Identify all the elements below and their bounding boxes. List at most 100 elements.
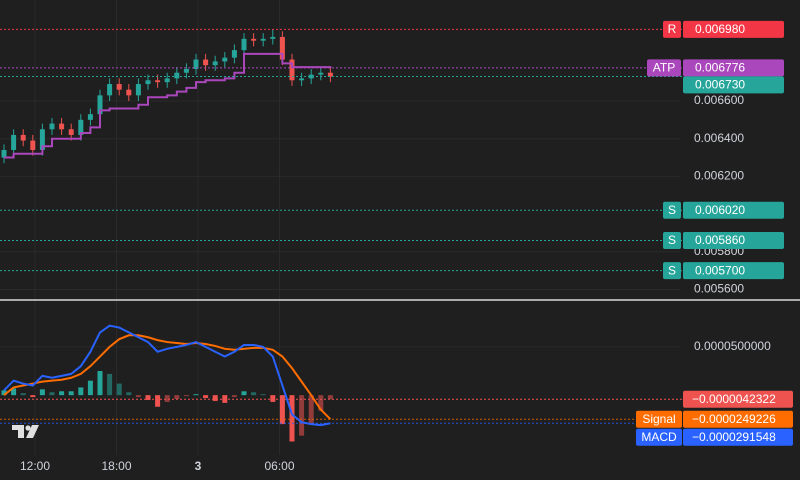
histogram-bar — [1, 390, 7, 396]
level-value: 0.005700 — [695, 263, 745, 277]
y-tick-label: 0.0000500000 — [694, 339, 771, 353]
candle-body — [87, 114, 93, 120]
level-tag-box — [663, 231, 681, 249]
level-value: 0.006730 — [695, 78, 745, 92]
histogram-bar — [241, 391, 247, 396]
candle-body — [222, 57, 228, 62]
histogram-bar — [164, 395, 170, 402]
level-value-box — [683, 201, 784, 219]
histogram-bar — [270, 395, 276, 402]
level-tag: R — [668, 22, 677, 36]
value-box — [683, 390, 793, 408]
candle-body — [97, 95, 103, 115]
histogram-bar — [20, 393, 26, 396]
level-value-box — [683, 20, 784, 38]
candle-body — [39, 129, 45, 150]
atp-line — [4, 52, 332, 159]
legend-entry: Signal — [642, 412, 675, 426]
level-value: 0.006020 — [695, 203, 745, 217]
candle-body — [251, 38, 257, 41]
value-label: −0.0000042322 — [692, 392, 776, 406]
candle-body — [308, 74, 314, 79]
candle-body — [145, 80, 151, 85]
candle-body — [212, 61, 218, 66]
candle-body — [30, 140, 36, 150]
level-tag-box — [647, 59, 681, 77]
histogram-bar — [78, 387, 84, 396]
candle-body — [231, 50, 237, 58]
candle-body — [107, 84, 113, 96]
candle-body — [116, 84, 122, 90]
level-value: 0.005860 — [695, 233, 745, 247]
candle-body — [78, 119, 84, 135]
histogram-bar — [87, 380, 93, 396]
indicator-line — [3, 324, 331, 427]
candle-body — [1, 150, 7, 158]
histogram-bar — [107, 373, 113, 396]
value-box — [683, 428, 793, 446]
candle-body — [155, 80, 161, 83]
histogram-bar — [49, 392, 55, 396]
logo — [12, 425, 39, 438]
y-tick-label: 0.006400 — [694, 131, 744, 145]
histogram-bar — [289, 395, 295, 442]
level-value-box — [683, 76, 784, 94]
histogram-bar — [97, 371, 103, 396]
candle-body — [327, 72, 333, 77]
histogram-bar — [308, 395, 314, 425]
candle-body — [241, 38, 247, 51]
level-tag-box — [663, 201, 681, 219]
candle-body — [299, 78, 305, 81]
x-tick-label: 12:00 — [20, 459, 50, 473]
candle-body — [164, 78, 170, 83]
histogram-bar — [155, 395, 161, 407]
level-value-box — [683, 262, 784, 280]
level-tag: ATP — [653, 61, 675, 75]
histogram-bar — [59, 391, 65, 396]
x-tick-label: 18:00 — [101, 459, 131, 473]
indicator-line — [3, 334, 332, 420]
level-tag: S — [668, 263, 676, 277]
level-tag: S — [668, 203, 676, 217]
histogram-bar — [327, 395, 333, 400]
histogram-bar — [30, 395, 36, 398]
candle-body — [20, 134, 26, 141]
value-label: −0.0000249226 — [692, 412, 776, 426]
level-value: 0.006776 — [695, 61, 745, 75]
plot — [0, 28, 682, 442]
candle-body — [68, 129, 74, 135]
y-tick-label: 0.006200 — [694, 169, 744, 183]
candle-body — [260, 38, 266, 41]
labels: 0.0056000.0058000.0062000.0064000.006600… — [20, 20, 793, 473]
histogram-bar — [231, 395, 237, 398]
value-box — [683, 410, 793, 428]
histogram-bar — [39, 389, 45, 396]
candle-body — [49, 123, 55, 130]
y-tick-label: 0.006600 — [694, 93, 744, 107]
candle-body — [183, 68, 189, 73]
level-value-box — [683, 231, 784, 249]
candle-body — [270, 36, 276, 39]
histogram-bar — [68, 391, 74, 396]
histogram-bar — [279, 395, 285, 425]
candle-body — [174, 72, 180, 79]
legend-box — [636, 410, 682, 428]
histogram-bar — [212, 395, 218, 401]
histogram-bar — [203, 395, 209, 399]
histogram-bar — [299, 395, 305, 436]
candle-body — [279, 36, 285, 60]
x-tick-label: 06:00 — [264, 459, 294, 473]
candle-body — [11, 134, 17, 150]
level-value: 0.006980 — [695, 22, 745, 36]
histogram-bar — [145, 395, 151, 400]
histogram-bar — [251, 392, 257, 396]
candle-body — [203, 59, 209, 66]
histogram-bar — [193, 394, 199, 396]
histogram-bar — [318, 395, 324, 411]
candle-body — [193, 59, 199, 69]
candle-body — [59, 123, 65, 130]
candle-body — [289, 59, 295, 81]
level-tag: S — [668, 233, 676, 247]
x-tick-label: 3 — [195, 459, 202, 473]
